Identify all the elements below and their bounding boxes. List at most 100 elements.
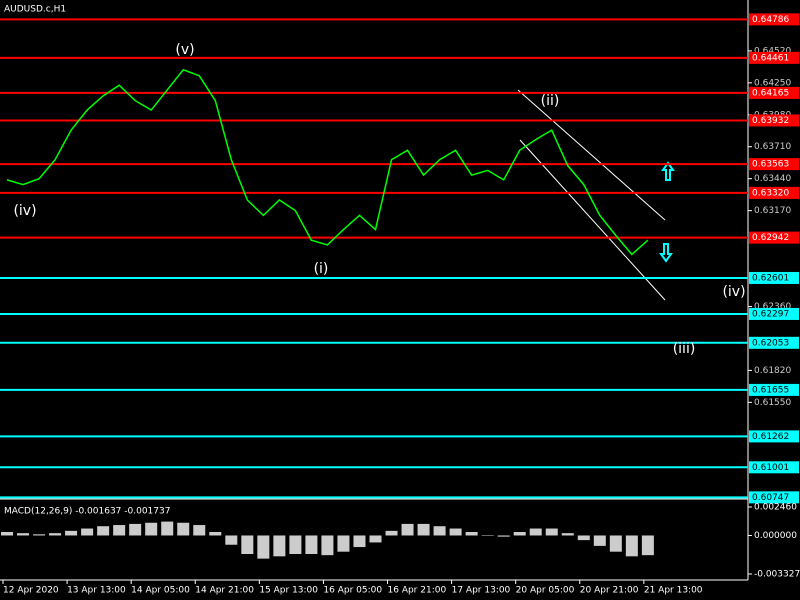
- level-label-box: [749, 86, 799, 99]
- macd-bar: [193, 525, 206, 536]
- y-tick-label: 0.64520: [754, 46, 791, 56]
- macd-bar: [161, 521, 174, 536]
- macd-bar: [593, 535, 606, 546]
- x-tick-label: 16 Apr 05:00: [323, 586, 382, 596]
- macd-bar: [33, 534, 46, 536]
- macd-bar: [369, 535, 382, 543]
- macd-bar: [321, 535, 334, 556]
- macd-bar: [177, 522, 190, 536]
- level-label: 0.60747: [752, 493, 789, 503]
- macd-bar: [17, 533, 30, 536]
- macd-bar: [305, 535, 318, 555]
- y-tick-label: 0.63170: [754, 206, 791, 216]
- x-tick-label: 15 Apr 13:00: [259, 586, 318, 596]
- level-label: 0.64165: [752, 88, 789, 98]
- macd-bar: [625, 535, 638, 557]
- macd-bar: [513, 532, 526, 536]
- x-tick-label: 12 Apr 2020: [3, 586, 59, 596]
- wave-label: (iii): [673, 341, 696, 357]
- macd-bar: [1, 532, 14, 536]
- wave-label: (v): [175, 42, 194, 58]
- level-label-box: [749, 158, 799, 171]
- channel-line: [519, 139, 666, 301]
- level-label: 0.64461: [752, 53, 789, 63]
- y-tick-label: 0.64250: [754, 78, 791, 88]
- level-label-box: [749, 114, 799, 127]
- macd-bar: [417, 523, 430, 536]
- wave-label: (i): [314, 261, 329, 277]
- macd-title: MACD(12,26,9) -0.001637 -0.001737: [4, 507, 170, 517]
- macd-bar: [641, 535, 654, 556]
- macd-bar: [113, 525, 126, 536]
- level-label-box: [749, 51, 799, 64]
- x-tick-label: 13 Apr 13:00: [67, 586, 126, 596]
- macd-bar: [449, 528, 462, 536]
- channel-line: [517, 89, 666, 221]
- x-tick-label: 14 Apr 21:00: [195, 586, 254, 596]
- macd-bar: [145, 522, 158, 536]
- macd-bar: [401, 523, 414, 536]
- level-label-box: [749, 13, 799, 26]
- y-tick-label: 0.002460: [754, 503, 797, 513]
- x-tick-label: 20 Apr 21:00: [580, 586, 639, 596]
- macd-bar: [225, 535, 238, 545]
- level-label-box: [749, 336, 799, 349]
- level-label: 0.62297: [752, 309, 789, 319]
- macd-bar: [241, 535, 254, 555]
- wave-label: (iv): [13, 203, 36, 219]
- level-label: 0.63932: [752, 116, 789, 126]
- macd-bar: [353, 535, 366, 548]
- symbol-label: AUDUSD.c,H1: [4, 5, 66, 15]
- y-tick-label: 0.61820: [754, 366, 791, 376]
- y-tick-label: 0.000000: [754, 531, 797, 541]
- level-label: 0.61655: [752, 385, 789, 395]
- x-tick-label: 16 Apr 21:00: [388, 586, 447, 596]
- wave-label: (ii): [541, 93, 560, 109]
- y-tick-label: 0.61550: [754, 398, 791, 408]
- macd-bar: [481, 535, 494, 536]
- macd-bar: [577, 535, 590, 541]
- x-tick-label: 20 Apr 05:00: [516, 586, 575, 596]
- level-label-box: [749, 491, 799, 504]
- macd-bar: [545, 528, 558, 536]
- level-label: 0.63563: [752, 160, 789, 170]
- macd-bar: [497, 535, 510, 537]
- level-label-box: [749, 383, 799, 396]
- level-label: 0.64786: [752, 15, 789, 25]
- macd-bar: [465, 532, 478, 536]
- macd-bar: [433, 526, 446, 536]
- x-tick-label: 14 Apr 05:00: [131, 586, 190, 596]
- x-tick-label: 17 Apr 13:00: [452, 586, 511, 596]
- macd-bar: [49, 533, 62, 536]
- x-tick-label: 21 Apr 13:00: [644, 586, 703, 596]
- level-label: 0.62053: [752, 338, 789, 348]
- y-tick-label: 0.63710: [754, 142, 791, 152]
- level-label-box: [749, 271, 799, 284]
- level-label: 0.61001: [752, 463, 789, 473]
- macd-bar: [529, 528, 542, 536]
- level-label: 0.62601: [752, 273, 789, 283]
- level-label-box: [749, 307, 799, 320]
- price-line: [6, 68, 649, 256]
- level-label: 0.63320: [752, 188, 789, 198]
- macd-bar: [337, 535, 350, 552]
- level-label-box: [749, 430, 799, 443]
- macd-bar: [289, 535, 302, 555]
- level-label: 0.61262: [752, 432, 789, 442]
- level-label-box: [749, 186, 799, 199]
- macd-bar: [273, 535, 286, 557]
- wave-label: (iv): [722, 284, 745, 300]
- macd-bar: [81, 528, 94, 536]
- macd-bar: [209, 532, 222, 536]
- macd-bar: [561, 533, 574, 536]
- y-tick-label: 0.63440: [754, 174, 791, 184]
- macd-bar: [257, 535, 270, 559]
- macd-bar: [97, 526, 110, 536]
- macd-bar: [129, 523, 142, 536]
- level-label-box: [749, 231, 799, 244]
- y-tick-label: -0.003327: [754, 570, 800, 580]
- macd-bar: [609, 535, 622, 552]
- level-label-box: [749, 461, 799, 474]
